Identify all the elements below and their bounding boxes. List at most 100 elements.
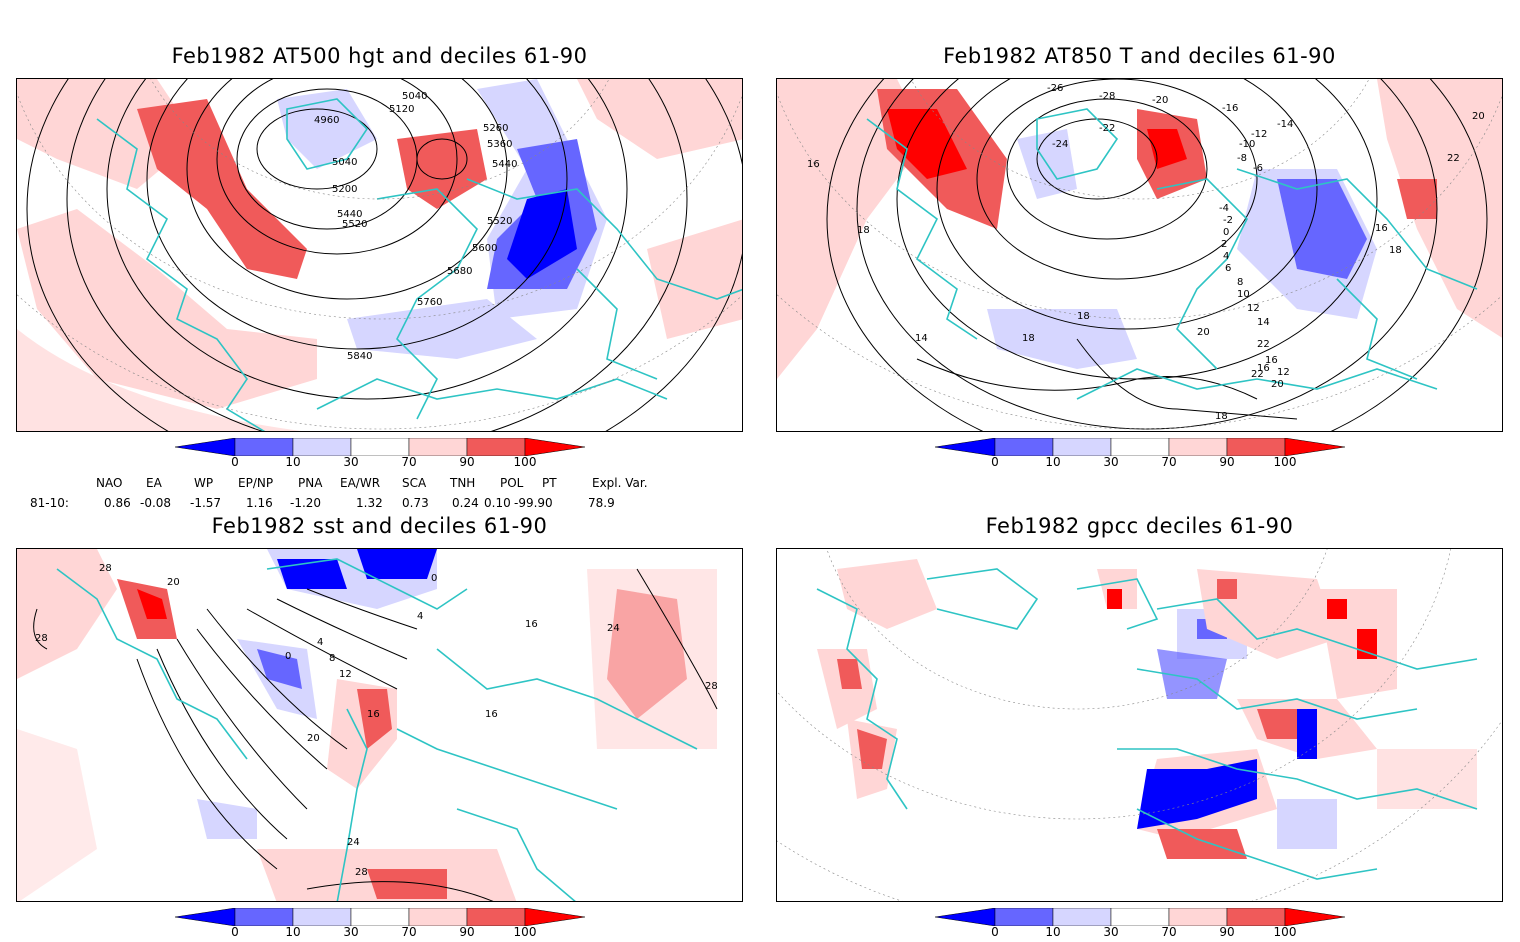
contour-label: 5600 (472, 243, 497, 254)
contour-label: 16 (485, 709, 498, 720)
contour-label: 14 (915, 333, 928, 344)
contour-label: -26 (1047, 83, 1063, 94)
contour-label: 18 (1022, 333, 1035, 344)
index-name: POL (500, 476, 524, 490)
index-row-label: 81-10: (30, 496, 69, 510)
map-gpcc-graphic (777, 549, 1502, 901)
contour-label: 5760 (417, 297, 442, 308)
contour-label: 12 (339, 669, 352, 680)
panel-title-sst: Feb1982 sst and deciles 61-90 (211, 514, 548, 538)
contour-label: -22 (1099, 123, 1115, 134)
index-name: PT (542, 476, 557, 490)
index-value: 0.73 (402, 496, 429, 510)
index-value: -0.08 (140, 496, 172, 510)
index-value: 0.86 (104, 496, 131, 510)
contour-label: 18 (1389, 245, 1402, 256)
map-at500-graphic: 5040512049605260536054405040520054405520… (17, 79, 742, 431)
map-at850-temp: -26 -28 -22 -20 -16 -24 -14 -12 -10 -8 -6 -4 -2 0 2 4 6 8… (776, 78, 1503, 432)
contour-label: 16 (1265, 355, 1278, 366)
contour-label: -4 (1219, 203, 1229, 214)
contour-label: 12 (1277, 367, 1290, 378)
index-value: 0.10 (484, 496, 511, 510)
contour-label: 4 (317, 637, 323, 648)
contour-label: 16 (1375, 223, 1388, 234)
contour-label: 0 (285, 651, 291, 662)
contour-label: 5520 (487, 216, 512, 227)
colorbar-tick: 0 (991, 455, 999, 469)
colorbar-swatches (934, 437, 1346, 457)
colorbar-right-top: 0 10 30 70 90 100 (934, 437, 1346, 472)
contour-label: 5260 (483, 123, 508, 134)
contour-label: 5040 (332, 157, 357, 168)
teleconnection-indices: 81-10: NAO 0.86 EA -0.08 WP -1.57 EP/NP … (0, 470, 760, 510)
contour-label: 20 (1271, 379, 1284, 390)
panel-title-at500: Feb1982 AT500 hgt and deciles 61-90 (171, 44, 588, 68)
colorbar-tick: 100 (1273, 455, 1297, 469)
contour-label: -8 (1237, 153, 1247, 164)
contour-label: 22 (1447, 153, 1460, 164)
index-value: 1.32 (356, 496, 383, 510)
contour-label: 5520 (342, 219, 367, 230)
contour-label: 8 (1237, 277, 1243, 288)
colorbar-tick: 70 (1161, 455, 1177, 469)
colorbar-tick: 70 (1161, 925, 1177, 939)
contour-label: -28 (1099, 91, 1115, 102)
contour-label: 14 (1257, 317, 1270, 328)
colorbar-tick: 90 (1219, 925, 1235, 939)
colorbar-left-top: 0 10 30 70 90 100 (174, 437, 586, 472)
contour-label: 5840 (347, 351, 372, 362)
contour-label: 16 (367, 709, 380, 720)
contour-label: 28 (35, 633, 48, 644)
contour-label: -2 (1223, 215, 1233, 226)
contour-label: -16 (1222, 103, 1238, 114)
contour-label: 4960 (314, 115, 339, 126)
contour-label: 20 (1472, 111, 1485, 122)
colorbar-tick: 0 (991, 925, 999, 939)
colorbar-tick: 10 (285, 455, 301, 469)
contour-label: 24 (607, 623, 620, 634)
contour-label: 8 (329, 653, 335, 664)
contour-label: 5120 (389, 104, 414, 115)
colorbar-tick: 30 (343, 455, 359, 469)
colorbar-tick: 30 (1103, 925, 1119, 939)
index-name: TNH (450, 476, 476, 490)
index-value: 0.24 (452, 496, 479, 510)
panel-title-gpcc: Feb1982 gpcc deciles 61-90 (985, 514, 1294, 538)
contour-label: -20 (1152, 95, 1168, 106)
contour-label: 28 (99, 563, 112, 574)
contour-label: 5440 (337, 209, 362, 220)
colorbar-tick: 30 (343, 925, 359, 939)
contour-label: -24 (1052, 139, 1068, 150)
contour-label: 28 (355, 867, 368, 878)
contour-label: 16 (807, 159, 820, 170)
colorbar-swatches (174, 437, 586, 457)
contour-label: 4 (1223, 251, 1229, 262)
index-name: EP/NP (238, 476, 274, 490)
contour-label: 24 (347, 837, 360, 848)
colorbar-left-bottom: 0 10 30 70 90 100 (174, 907, 586, 942)
colorbar-right-bottom: 0 10 30 70 90 100 (934, 907, 1346, 942)
contour-label: 5360 (487, 139, 512, 150)
contour-label: 22 (1251, 369, 1264, 380)
panel-title-at850: Feb1982 AT850 T and deciles 61-90 (943, 44, 1336, 68)
colorbar-tick: 90 (459, 455, 475, 469)
contour-label: 18 (857, 225, 870, 236)
index-value: 78.9 (588, 496, 615, 510)
contour-label: -14 (1277, 119, 1293, 130)
contour-label: 0 (431, 573, 437, 584)
contour-label: 16 (525, 619, 538, 630)
index-value: -1.20 (290, 496, 322, 510)
colorbar-tick: 70 (401, 455, 417, 469)
colorbar-swatches (174, 907, 586, 927)
contour-label: 5440 (492, 159, 517, 170)
colorbar-tick: 10 (1045, 925, 1061, 939)
map-at500-hgt: 5040 5120 4960 5260 5360 5440 5040 5200 5440 5520… (16, 78, 743, 432)
colorbar-tick: 10 (285, 925, 301, 939)
contour-label: 28 (705, 681, 718, 692)
colorbar-tick: 90 (1219, 455, 1235, 469)
colorbar-tick: 30 (1103, 455, 1119, 469)
index-name: SCA (402, 476, 427, 490)
colorbar-tick: 0 (231, 455, 239, 469)
colorbar-tick: 90 (459, 925, 475, 939)
